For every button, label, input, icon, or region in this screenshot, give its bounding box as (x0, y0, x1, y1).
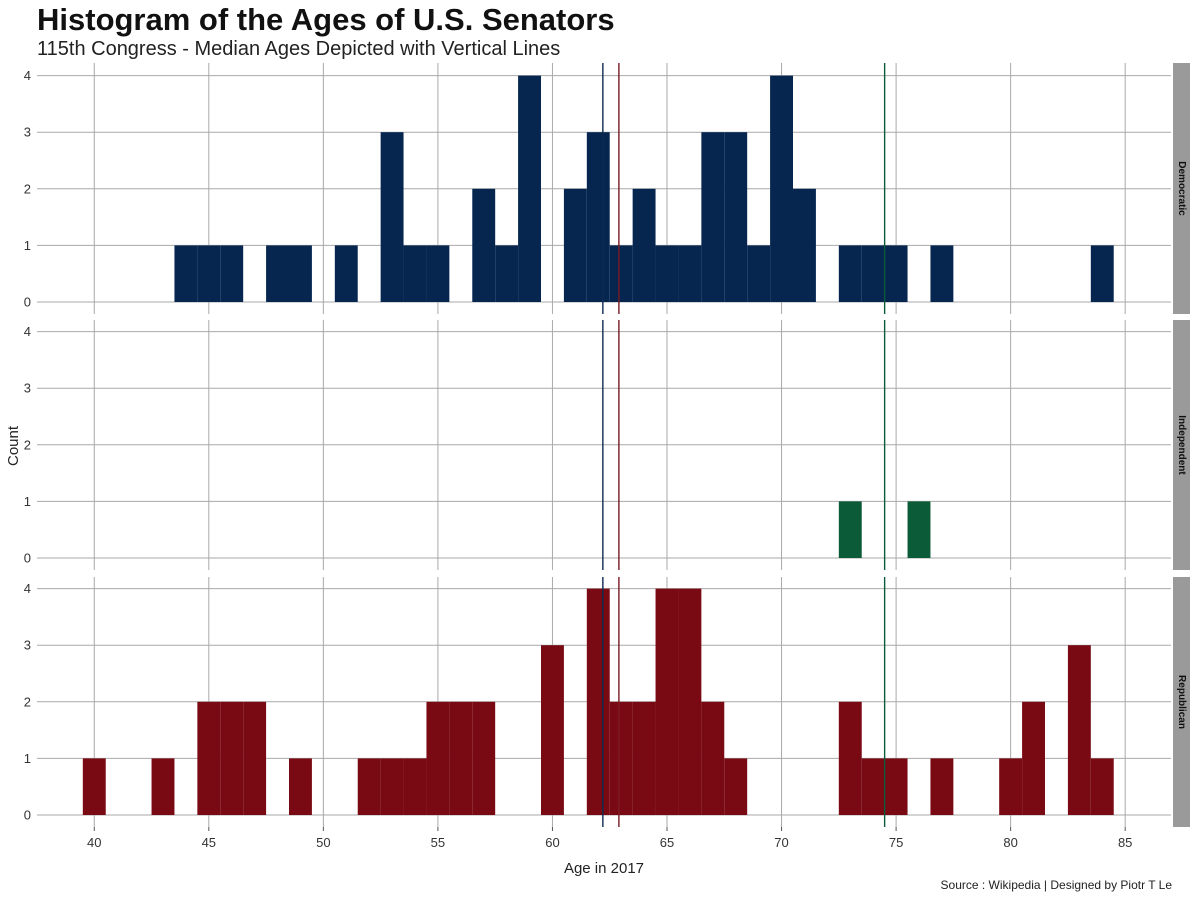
histogram-bar (220, 245, 244, 302)
y-tick-label: 2 (24, 437, 31, 452)
histogram-bar (289, 245, 312, 302)
y-tick-label: 1 (24, 238, 31, 253)
histogram-bar (655, 245, 679, 302)
x-tick-label: 65 (660, 835, 674, 850)
histogram-bar (220, 701, 244, 815)
x-axis-title: Age in 2017 (564, 860, 644, 877)
facet-strip-label: Republican (1176, 675, 1187, 729)
histogram-bar (357, 758, 381, 815)
histogram-bar (289, 758, 312, 815)
histogram-bar (197, 245, 221, 302)
histogram-bar (403, 758, 427, 815)
histogram-bar (1067, 645, 1091, 815)
y-tick-label: 0 (24, 808, 31, 823)
histogram-bar (426, 701, 450, 815)
histogram-bar (541, 645, 564, 815)
chart-subtitle: 115th Congress - Median Ages Depicted wi… (37, 38, 561, 60)
histogram-bar (266, 245, 289, 302)
histogram-bar (495, 245, 519, 302)
x-tick-label: 60 (545, 835, 559, 850)
chart-title: Histogram of the Ages of U.S. Senators (37, 2, 615, 37)
histogram-bar (861, 758, 885, 815)
x-tick-label: 45 (202, 835, 216, 850)
histogram-bar (655, 588, 679, 815)
x-tick-label: 80 (1003, 835, 1017, 850)
facet-strip (1173, 63, 1190, 314)
facet-strip (1173, 320, 1190, 570)
histogram-bar (174, 245, 198, 302)
y-tick-label: 3 (24, 125, 31, 140)
histogram-bar (243, 701, 267, 815)
y-tick-label: 2 (24, 181, 31, 196)
histogram-bar (930, 758, 954, 815)
facet-strip (1173, 577, 1190, 827)
facet-strip-label: Democratic (1176, 161, 1187, 216)
histogram-bar (793, 188, 816, 302)
histogram-bar (563, 188, 587, 302)
histogram-bar (1022, 701, 1045, 815)
histogram-bar (449, 701, 473, 815)
histogram-bar (1090, 245, 1114, 302)
y-tick-label: 1 (24, 751, 31, 766)
histogram-bar (380, 132, 404, 302)
y-tick-label: 4 (24, 581, 31, 596)
y-tick-label: 3 (24, 638, 31, 653)
x-tick-label: 55 (431, 835, 445, 850)
histogram-bar (82, 758, 106, 815)
histogram-bar (586, 588, 610, 815)
histogram-bar (197, 701, 221, 815)
histogram-bar (403, 245, 427, 302)
y-tick-label: 0 (24, 295, 31, 310)
histogram-bar (472, 701, 496, 815)
histogram-bar (678, 588, 702, 815)
y-tick-label: 3 (24, 381, 31, 396)
source-caption: Source : Wikipedia | Designed by Piotr T… (940, 878, 1172, 892)
y-tick-label: 4 (24, 68, 31, 83)
histogram-bar (678, 245, 702, 302)
facet-strip-label: Independent (1176, 415, 1187, 475)
histogram-bar (586, 132, 610, 302)
histogram-bar (701, 132, 725, 302)
x-tick-label: 75 (889, 835, 903, 850)
histogram-bar (884, 758, 908, 815)
histogram-bar (609, 245, 633, 302)
histogram-bar (151, 758, 175, 815)
x-tick-label: 50 (316, 835, 330, 850)
x-tick-label: 85 (1118, 835, 1132, 850)
histogram-bar (838, 245, 862, 302)
histogram-bar (1090, 758, 1114, 815)
histogram-bar (770, 75, 793, 302)
histogram-bar (609, 701, 633, 815)
histogram-bar (701, 701, 725, 815)
histogram-bar (861, 245, 885, 302)
histogram-bar (907, 501, 931, 558)
histogram-bar (838, 501, 862, 558)
histogram-bar (747, 245, 771, 302)
y-tick-label: 0 (24, 551, 31, 566)
histogram-bar (999, 758, 1023, 815)
y-axis-title: Count (5, 425, 22, 466)
y-tick-label: 4 (24, 324, 31, 339)
histogram-bar (724, 758, 748, 815)
histogram-bar (884, 245, 908, 302)
histogram-bar (518, 75, 541, 302)
histogram-bar (426, 245, 450, 302)
x-tick-label: 70 (774, 835, 788, 850)
histogram-bar (632, 188, 656, 302)
histogram-bar (724, 132, 748, 302)
x-tick-label: 40 (87, 835, 101, 850)
histogram-bar (838, 701, 862, 815)
histogram-bar (472, 188, 496, 302)
histogram-bar (930, 245, 954, 302)
histogram-bar (334, 245, 358, 302)
y-tick-label: 2 (24, 694, 31, 709)
histogram-bar (632, 701, 656, 815)
y-tick-label: 1 (24, 494, 31, 509)
histogram-bar (380, 758, 404, 815)
